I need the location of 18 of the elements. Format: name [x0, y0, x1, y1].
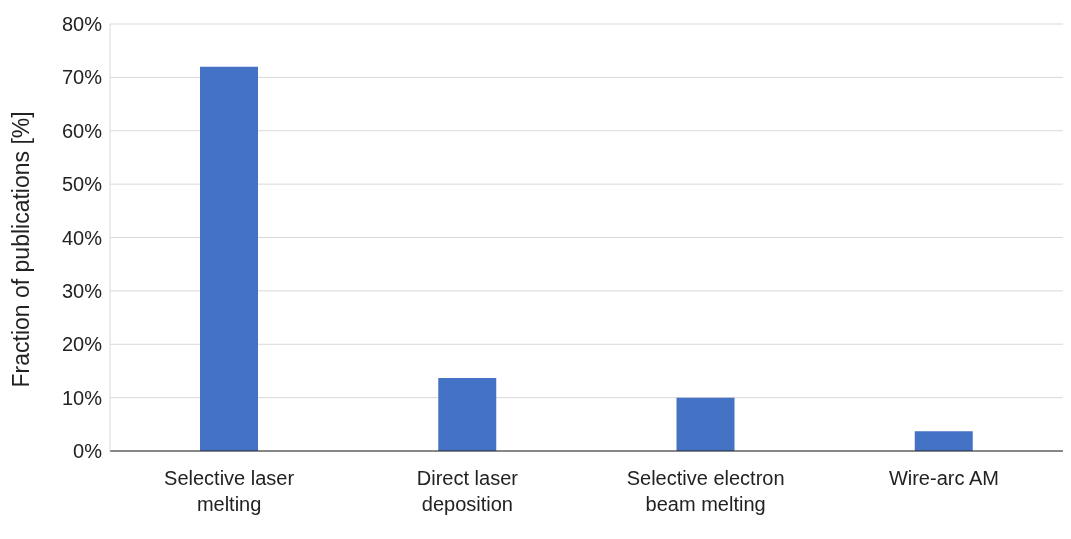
y-tick-label: 80%	[61, 13, 103, 36]
y-tick-label: 50%	[61, 173, 103, 196]
bar	[438, 377, 497, 451]
bar	[914, 431, 973, 451]
x-tick-label: Wire-arc AM	[888, 467, 999, 489]
y-tick-label: 20%	[61, 333, 103, 356]
y-tick-label: 40%	[61, 226, 103, 249]
bar	[676, 397, 735, 451]
x-tick-label: Direct laser deposition	[416, 467, 519, 515]
y-tick-label: 0%	[73, 440, 103, 463]
x-tick-label: Selective laser melting	[164, 467, 295, 515]
bar	[200, 66, 258, 451]
y-tick-label: 70%	[61, 66, 103, 89]
y-tick-label: 10%	[61, 386, 103, 409]
y-tick-label: 30%	[61, 279, 103, 302]
y-axis-title: Fraction of publications [%]	[8, 111, 35, 388]
y-tick-label: 60%	[61, 119, 103, 142]
x-tick-label: Selective electron beam melting	[626, 467, 785, 515]
